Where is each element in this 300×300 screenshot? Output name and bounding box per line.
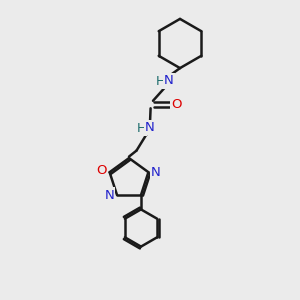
- Text: H: H: [137, 122, 146, 135]
- Text: N: N: [145, 121, 155, 134]
- Text: N: N: [105, 188, 114, 202]
- Text: O: O: [96, 164, 106, 177]
- Text: O: O: [171, 98, 181, 111]
- Text: N: N: [164, 74, 174, 88]
- Text: N: N: [151, 166, 161, 179]
- Text: H: H: [156, 75, 165, 88]
